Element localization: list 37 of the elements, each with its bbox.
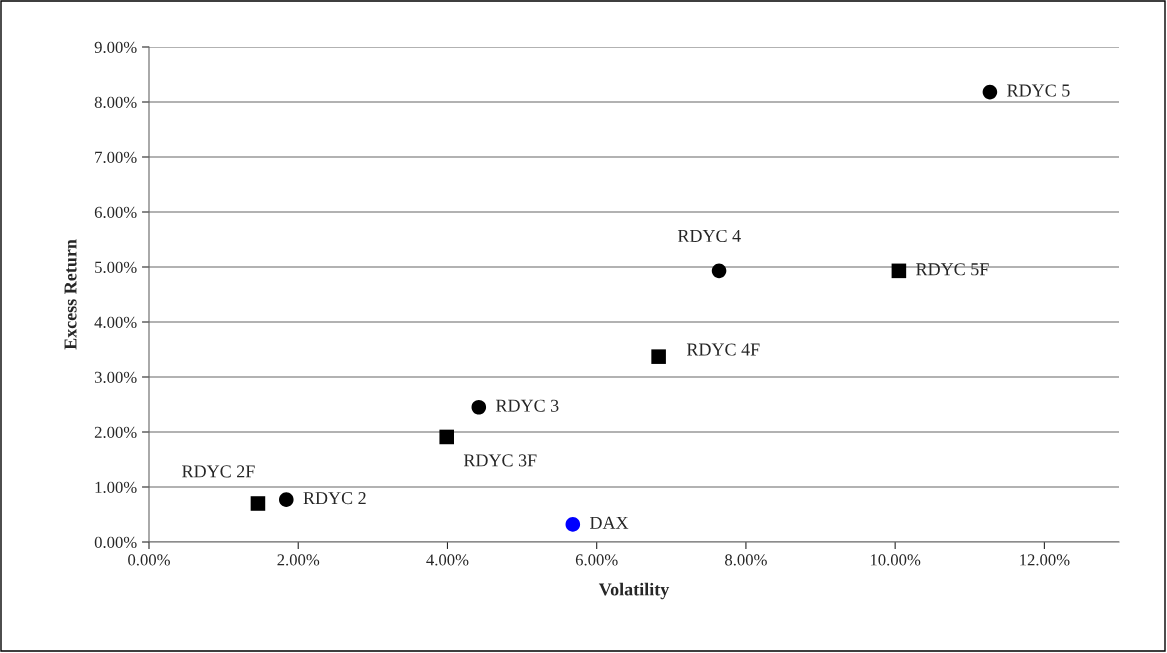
- y-tick-label: 1.00%: [95, 481, 137, 494]
- x-tick-label: 6.00%: [575, 554, 618, 566]
- y-tick-label: 0.00%: [94, 536, 137, 549]
- point: [471, 399, 487, 415]
- point: [711, 263, 727, 279]
- point: [982, 84, 998, 100]
- series-label: RDYC 2: [303, 492, 366, 505]
- series-label: RDYC 5F: [916, 263, 989, 276]
- point: [651, 349, 666, 364]
- x-tick-label: 2.00%: [277, 554, 320, 566]
- series-label: DAX: [590, 516, 629, 529]
- point: [439, 429, 454, 445]
- y-tick-label: 6.00%: [94, 206, 137, 219]
- point: [279, 492, 294, 507]
- y-tick-label: 3.00%: [94, 371, 137, 384]
- series-label: RDYC 5: [1007, 84, 1070, 97]
- y-tick-label: 9.00%: [94, 41, 137, 54]
- x-axis-title: Volatility: [598, 582, 670, 600]
- series-label: RDYC 2F: [182, 465, 255, 478]
- y-tick-label: 4.00%: [94, 316, 137, 329]
- y-tick-label: 7.00%: [95, 151, 137, 164]
- point: [891, 263, 907, 279]
- x-tick-label: 8.00%: [725, 554, 767, 566]
- y-tick-label: 2.00%: [94, 426, 137, 439]
- y-tick-label: 5.00%: [95, 261, 137, 274]
- x-tick-label: 0.00%: [128, 554, 170, 566]
- y-axis-title: Excess Return: [64, 239, 77, 350]
- x-tick-label: 4.00%: [426, 554, 469, 566]
- series-label: RDYC 4: [677, 229, 741, 243]
- point: [565, 517, 581, 532]
- series-label: RDYC 4F: [686, 343, 760, 356]
- series-label: RDYC 3F: [463, 454, 537, 467]
- series-label: RDYC 3: [495, 399, 559, 412]
- x-tick-label: 10.00%: [870, 554, 921, 566]
- x-tick-label: 12.00%: [1020, 554, 1070, 566]
- y-tick-label: 8.00%: [94, 96, 137, 109]
- point: [250, 496, 266, 511]
